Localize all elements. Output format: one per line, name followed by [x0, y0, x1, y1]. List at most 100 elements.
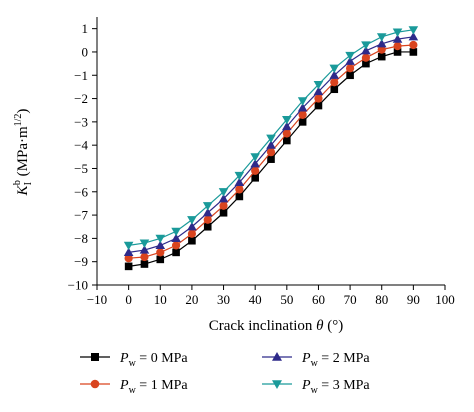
data-point — [392, 28, 403, 37]
data-point — [202, 207, 213, 217]
data-point — [298, 110, 307, 119]
data-point — [313, 86, 324, 96]
data-point — [235, 185, 244, 194]
data-point — [376, 39, 387, 48]
data-point — [187, 221, 197, 231]
series-0 — [124, 48, 418, 271]
data-point — [266, 140, 276, 149]
data-point — [172, 248, 180, 257]
plot-frame — [96, 17, 445, 286]
data-point — [219, 208, 228, 217]
data-point — [251, 174, 259, 182]
data-point — [361, 53, 371, 62]
data-point — [234, 177, 245, 187]
data-point — [266, 148, 276, 157]
data-point — [409, 48, 418, 56]
data-point — [234, 171, 245, 181]
data-point — [362, 59, 370, 68]
data-point — [218, 193, 229, 203]
data-point — [140, 252, 149, 262]
data-point — [124, 262, 133, 271]
data-point — [346, 71, 354, 80]
x-tick-label: 20 — [185, 292, 198, 307]
legend-label: Pw = 0 MPa — [119, 351, 188, 369]
data-point — [188, 236, 196, 245]
y-tick-label: −3 — [74, 114, 88, 129]
y-tick-label: −1 — [74, 68, 88, 83]
legend-item-1: Pw = 1 MPa — [80, 378, 188, 396]
y-tick-label: −4 — [74, 138, 88, 153]
data-point — [171, 227, 181, 237]
x-tick-label: 0 — [125, 292, 132, 307]
data-point — [123, 247, 134, 256]
data-point — [282, 115, 292, 125]
data-point — [283, 136, 291, 145]
data-point — [124, 254, 133, 263]
data-point — [297, 103, 308, 112]
data-point — [155, 234, 166, 244]
data-point — [203, 215, 212, 224]
series-layer — [123, 26, 419, 271]
data-point — [409, 40, 418, 50]
x-tick-label: −10 — [87, 292, 107, 307]
y-tick-label: −2 — [74, 91, 88, 106]
data-point — [171, 241, 181, 250]
x-tick-label: 10 — [154, 292, 167, 307]
data-point — [361, 41, 371, 50]
data-point — [393, 48, 402, 56]
data-point — [156, 255, 165, 264]
series-1 — [124, 40, 418, 263]
x-tick-label: 70 — [344, 292, 357, 307]
data-point — [393, 42, 402, 51]
data-point — [361, 45, 371, 55]
x-tick-label: 100 — [435, 292, 455, 307]
legend-marker — [272, 380, 282, 389]
y-tick-label: −8 — [74, 231, 88, 246]
data-point — [219, 201, 228, 210]
legend-label: Pw = 2 MPa — [301, 351, 370, 369]
data-point — [282, 129, 291, 138]
y-tick-label: −7 — [74, 208, 88, 223]
data-point — [139, 245, 150, 254]
data-point — [329, 70, 340, 79]
data-point — [155, 240, 166, 249]
data-point — [313, 80, 324, 90]
y-axis: 1 0 −1 −2 −3 −4 −5 −6 −7 −8 −9 −10 — [68, 21, 97, 293]
x-tick-label: 30 — [217, 292, 230, 307]
svg-text:KIb (MPa·m1/2): KIb (MPa·m1/2) — [12, 109, 34, 197]
series-3 — [123, 26, 419, 251]
legend-label: Pw = 1 MPa — [119, 378, 188, 396]
data-point — [202, 202, 213, 211]
series-2 — [123, 32, 419, 256]
legend-label: Pw = 3 MPa — [301, 378, 370, 396]
data-point — [187, 229, 197, 238]
legend: Pw = 0 MPa Pw = 1 MPa Pw = 2 MPa Pw = 3 MPa — [80, 351, 370, 396]
data-point — [140, 260, 149, 268]
data-point — [203, 222, 212, 231]
y-tick-label: −9 — [74, 254, 88, 269]
data-point — [297, 97, 308, 106]
y-tick-label: −6 — [74, 184, 88, 199]
y-tick-label: 0 — [82, 44, 89, 59]
data-point — [282, 121, 292, 131]
data-point — [330, 85, 339, 94]
data-point — [218, 188, 229, 197]
data-point — [377, 52, 386, 61]
data-point — [377, 45, 386, 54]
legend-item-0: Pw = 0 MPa — [80, 351, 188, 369]
y-tick-label: −10 — [68, 278, 88, 293]
data-point — [298, 118, 307, 126]
legend-item-3: Pw = 3 MPa — [262, 378, 370, 396]
data-point — [392, 34, 403, 43]
data-point — [314, 94, 323, 103]
data-point — [123, 241, 134, 251]
data-point — [408, 26, 419, 35]
data-point — [345, 56, 355, 65]
x-tick-label: 50 — [280, 292, 293, 307]
legend-marker — [272, 352, 282, 361]
data-point — [187, 216, 197, 225]
data-point — [266, 134, 276, 143]
data-point — [267, 155, 275, 163]
legend-marker — [90, 379, 100, 389]
